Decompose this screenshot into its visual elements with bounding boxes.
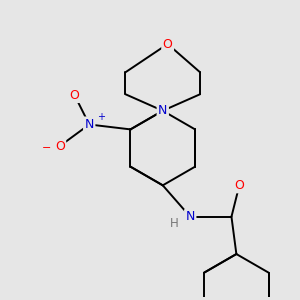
Text: O: O [163, 38, 172, 50]
Text: −: − [41, 143, 51, 153]
Text: O: O [55, 140, 65, 153]
Text: O: O [234, 179, 244, 192]
Text: N: N [158, 104, 167, 117]
Text: H: H [170, 217, 179, 230]
Text: N: N [186, 210, 195, 223]
Text: +: + [97, 112, 105, 122]
Text: N: N [85, 118, 94, 131]
Text: O: O [70, 88, 80, 101]
